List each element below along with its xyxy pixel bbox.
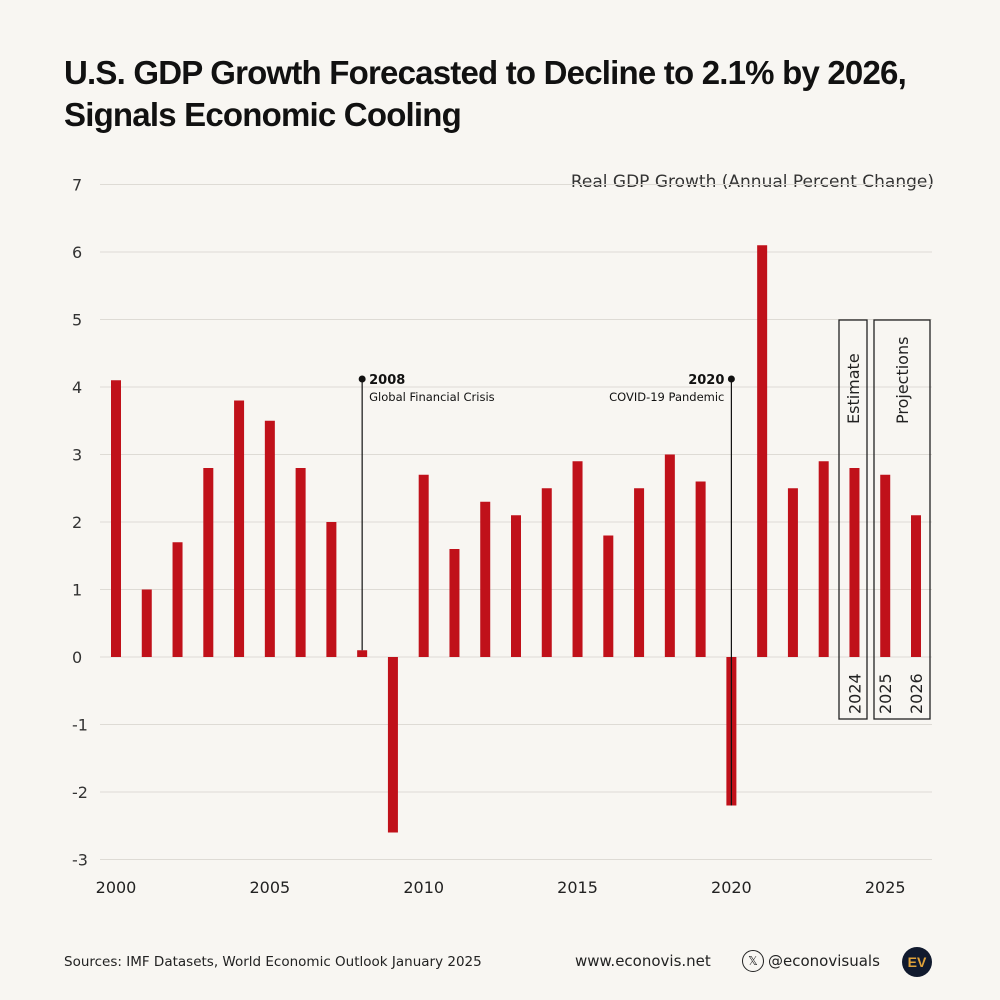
bar-2015: [572, 461, 583, 657]
y-tick-label: 6: [72, 243, 82, 262]
annotation-year: 2020: [688, 373, 724, 388]
x-tick-label: 2015: [557, 878, 598, 897]
bar-2000: [111, 380, 121, 657]
x-tick-label: 2000: [96, 878, 137, 897]
bar-2014: [541, 488, 552, 657]
annotation-year: 2008: [369, 373, 405, 388]
sources-note: Sources: IMF Datasets, World Economic Ou…: [64, 954, 482, 970]
x-handle[interactable]: 𝕏 @econovisuals: [742, 950, 880, 972]
period-box-label: Estimate: [844, 353, 863, 424]
y-tick-label: 0: [72, 648, 82, 667]
y-tick-label: 4: [72, 378, 82, 397]
x-logo-icon: 𝕏: [742, 950, 764, 972]
period-box: [873, 319, 931, 720]
bar-2002: [172, 542, 183, 657]
bar-2011: [449, 549, 460, 657]
x-tick-label: 2010: [403, 878, 444, 897]
bar-2019: [695, 481, 706, 657]
bar-2007: [326, 522, 337, 657]
bar-2018: [664, 454, 675, 657]
annotation-dot: [727, 375, 735, 383]
bar-2009: [387, 657, 398, 833]
bar-2004: [234, 400, 245, 657]
box-year-label: 2025: [876, 673, 895, 714]
bar-2008: [357, 650, 368, 657]
annotation-dot: [358, 375, 366, 383]
chart-subtitle: Real GDP Growth (Annual Percent Change): [570, 172, 934, 192]
x-tick-label: 2005: [249, 878, 290, 897]
bar-2006: [295, 468, 306, 657]
y-tick-label: 7: [72, 176, 82, 195]
bar-2021: [757, 245, 768, 657]
handle-text: @econovisuals: [768, 952, 880, 970]
annotation-text: COVID-19 Pandemic: [609, 390, 724, 404]
bar-2012: [480, 501, 491, 657]
period-box: [838, 319, 868, 720]
box-year-label: 2024: [845, 673, 864, 714]
y-tick-label: 2: [72, 513, 82, 532]
bar-2025: [880, 474, 891, 657]
bar-2010: [418, 474, 429, 657]
bar-2005: [264, 420, 275, 657]
annotation-text: Global Financial Crisis: [369, 390, 494, 404]
y-tick-label: 1: [72, 581, 82, 600]
chart-title: U.S. GDP Growth Forecasted to Decline to…: [64, 54, 907, 133]
x-tick-label: 2025: [865, 878, 906, 897]
bar-2016: [603, 535, 614, 657]
bar-2026: [911, 515, 921, 657]
econovis-logo: EV: [902, 947, 932, 977]
y-tick-label: -1: [72, 716, 88, 735]
y-tick-label: 3: [72, 446, 82, 465]
website-link[interactable]: www.econovis.net: [575, 952, 711, 970]
bar-2001: [141, 589, 152, 657]
y-tick-label: -2: [72, 783, 88, 802]
box-year-label: 2026: [907, 673, 926, 714]
bar-2023: [818, 461, 829, 657]
bar-2022: [787, 488, 798, 657]
bar-2024: [849, 468, 860, 657]
period-box-label: Projections: [893, 337, 912, 424]
bar-2017: [634, 488, 645, 657]
bar-2003: [203, 468, 214, 657]
bar-2013: [511, 515, 521, 657]
y-tick-label: -3: [72, 851, 88, 870]
y-tick-label: 5: [72, 311, 82, 330]
x-tick-label: 2020: [711, 878, 752, 897]
